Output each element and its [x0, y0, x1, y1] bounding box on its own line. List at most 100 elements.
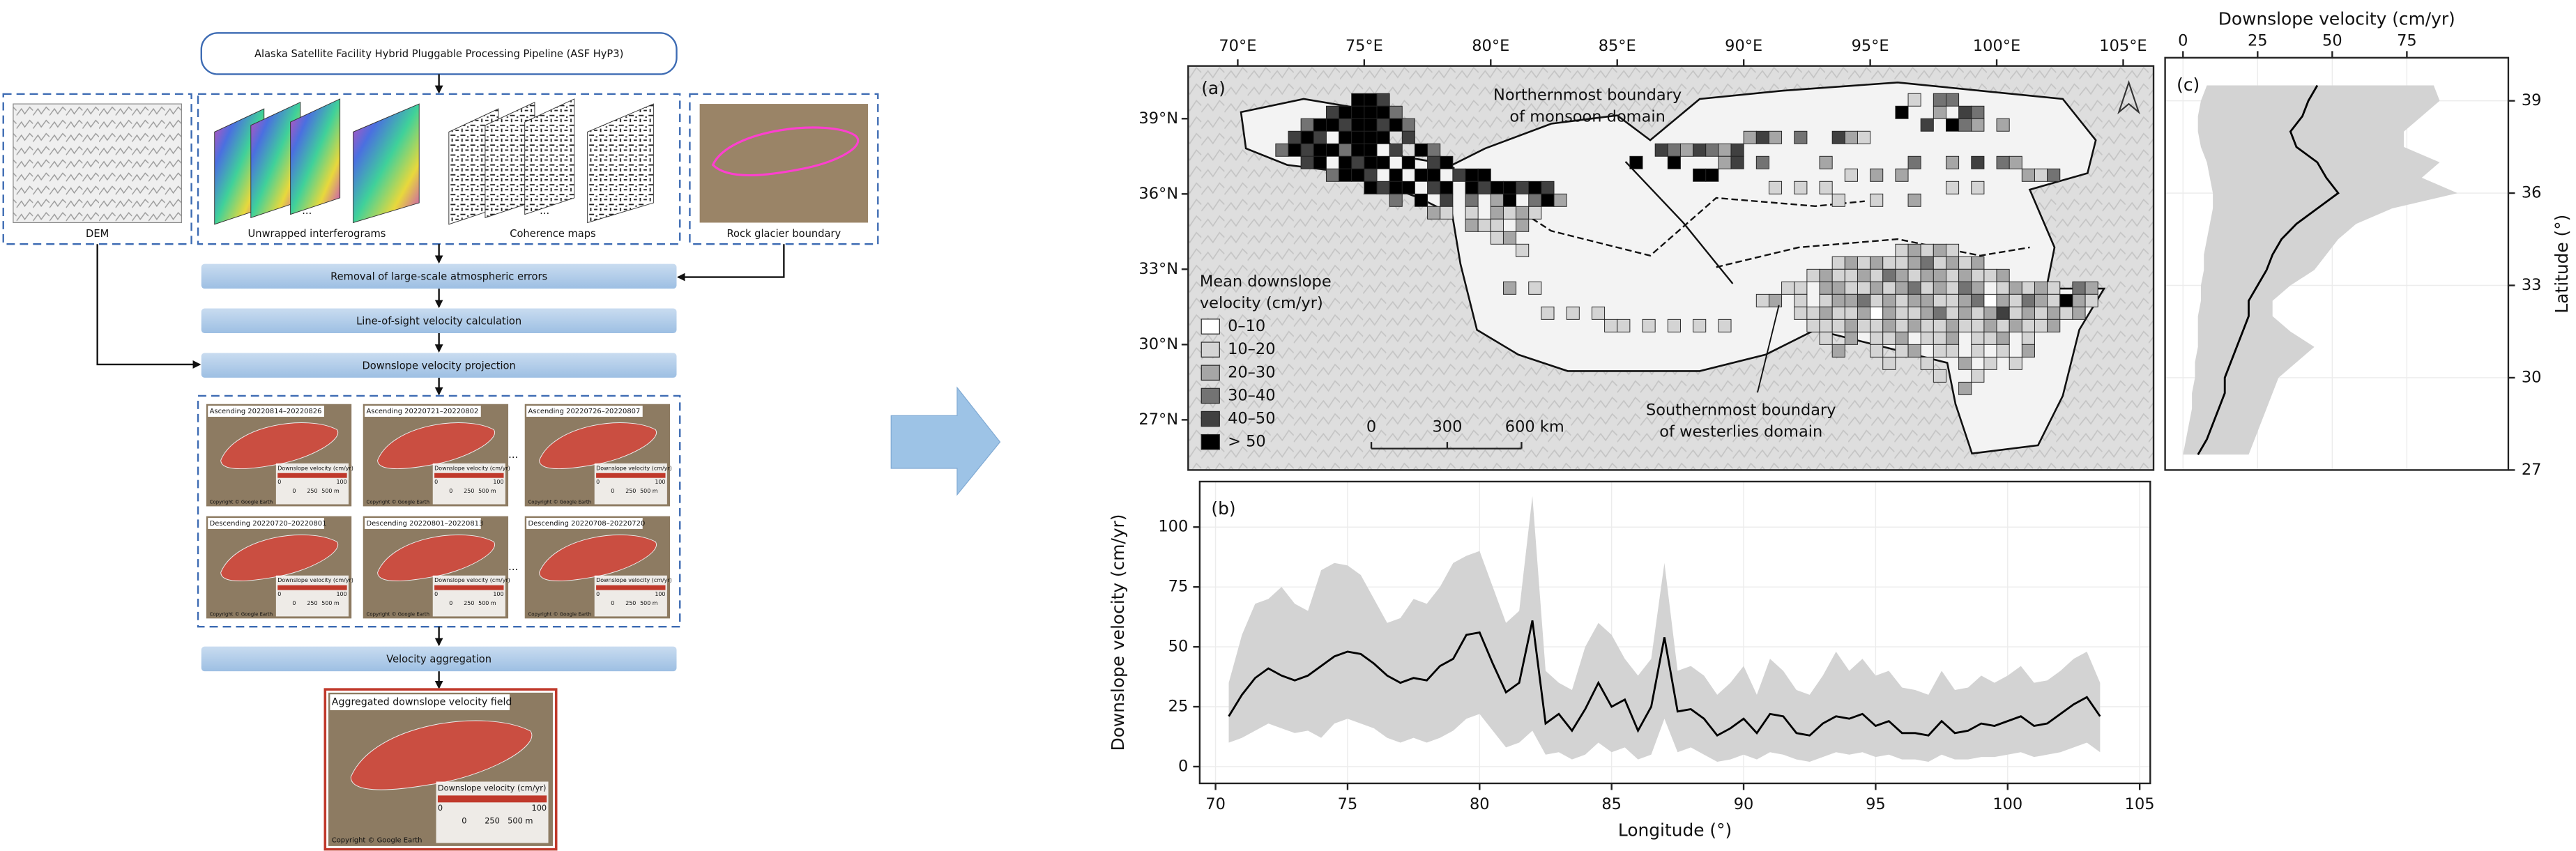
cell: [1933, 319, 1946, 332]
arrow: [96, 244, 201, 369]
band: [2183, 85, 2458, 455]
cell: [1364, 143, 1378, 157]
cell: [1945, 256, 1960, 270]
cell: [1933, 105, 1946, 119]
cell: [2047, 306, 2061, 320]
y-tick-label: 39°N: [1138, 109, 1178, 128]
cell: [1895, 281, 1909, 295]
cell: [1528, 193, 1542, 207]
cell: [1427, 155, 1441, 169]
cell: [1945, 93, 1960, 107]
cell: [1768, 130, 1783, 144]
north-arrow: [2117, 79, 2140, 115]
velocity-field: [350, 720, 533, 790]
step-box: [201, 646, 677, 672]
cell: [1642, 319, 1656, 332]
cell: [1920, 281, 1934, 295]
cell: [1819, 268, 1833, 282]
cell: [2072, 281, 2086, 295]
cell: [1667, 155, 1681, 169]
cell: [1490, 218, 1504, 232]
legend-min: 0: [277, 591, 281, 597]
y-tick-label: 33°N: [1138, 260, 1178, 278]
cell: [1541, 193, 1555, 207]
cell: [1794, 181, 1808, 194]
cell: [1339, 118, 1352, 132]
cell: [1364, 155, 1378, 169]
annotation: of westerlies domain: [1659, 422, 1822, 440]
cell: [1389, 181, 1403, 194]
cell: [1389, 143, 1403, 157]
legend-title: velocity (cm/yr): [1200, 294, 1323, 312]
scale-label: 0: [292, 488, 296, 494]
cell: [1882, 331, 1896, 345]
legend-title: Downslope velocity (cm/yr): [277, 465, 353, 471]
x-tick-label: 100: [1992, 795, 2022, 813]
scale-label: 500 m: [321, 600, 340, 606]
velocity-field: [220, 422, 339, 470]
cell: [1819, 281, 1833, 295]
annotation: of monsoon domain: [1509, 108, 1665, 126]
cell: [1604, 319, 1618, 332]
cell: [2021, 306, 2035, 320]
cell: [1831, 306, 1845, 320]
cell: [1806, 268, 1820, 282]
cell: [1870, 268, 1884, 282]
legend-label: 30–40: [1228, 386, 1275, 404]
caption-box: [365, 518, 481, 529]
cell: [1945, 306, 1960, 320]
x-tick-label: 70°E: [1219, 37, 1256, 55]
cell: [1844, 293, 1858, 307]
cell: [2072, 293, 2086, 307]
copyright: Copyright © Google Earth: [332, 836, 422, 844]
cell: [1870, 293, 1884, 307]
y-tick-label: 36°N: [1138, 185, 1178, 203]
cell: [1794, 281, 1808, 295]
cell: [1364, 105, 1378, 119]
legend-swatch: [1201, 388, 1220, 404]
cell: [2047, 319, 2061, 332]
cell: [1364, 130, 1378, 144]
cell: [1831, 319, 1845, 332]
cell: [1452, 168, 1466, 182]
cell: [1364, 168, 1378, 182]
legend-min: 0: [434, 591, 438, 597]
cell: [1933, 256, 1946, 270]
cell: [1971, 344, 1985, 358]
legend-label: 20–30: [1228, 363, 1275, 381]
cell: [1300, 118, 1314, 132]
legend-max: 100: [655, 479, 665, 485]
leader-line: [1757, 305, 1780, 393]
legend-box: [432, 575, 505, 617]
cell: [1794, 130, 1808, 144]
panel-caption: Ascending 20220814–20220826: [210, 408, 322, 415]
cell: [1831, 130, 1845, 144]
cell: [1427, 181, 1441, 194]
cell: [1882, 268, 1896, 282]
mean-line: [2197, 84, 2340, 456]
x-tick-label: 70: [1205, 795, 1226, 813]
cell: [1933, 243, 1946, 257]
cell: [1768, 181, 1783, 194]
x-tick-label: 105°E: [2099, 37, 2147, 55]
cell: [1831, 268, 1845, 282]
cell: [1401, 130, 1415, 144]
cell: [1971, 331, 1985, 345]
aggregated-frame: [323, 688, 558, 851]
cell: [1339, 130, 1352, 144]
cell: [1907, 268, 1921, 282]
cell: [1427, 168, 1441, 182]
legend-swatch: [1201, 411, 1220, 427]
cell: [1958, 293, 1972, 307]
plot-frame: [1198, 480, 2151, 785]
cell: [1414, 168, 1428, 182]
cell: [1339, 143, 1352, 157]
cell: [1907, 344, 1921, 358]
cell: [1376, 181, 1390, 194]
cell: [1705, 143, 1719, 157]
legend-title: Downslope velocity (cm/yr): [596, 465, 672, 471]
cell: [1806, 306, 1820, 320]
cell: [1996, 306, 2010, 320]
cell: [1502, 206, 1517, 220]
cell: [1933, 331, 1946, 345]
